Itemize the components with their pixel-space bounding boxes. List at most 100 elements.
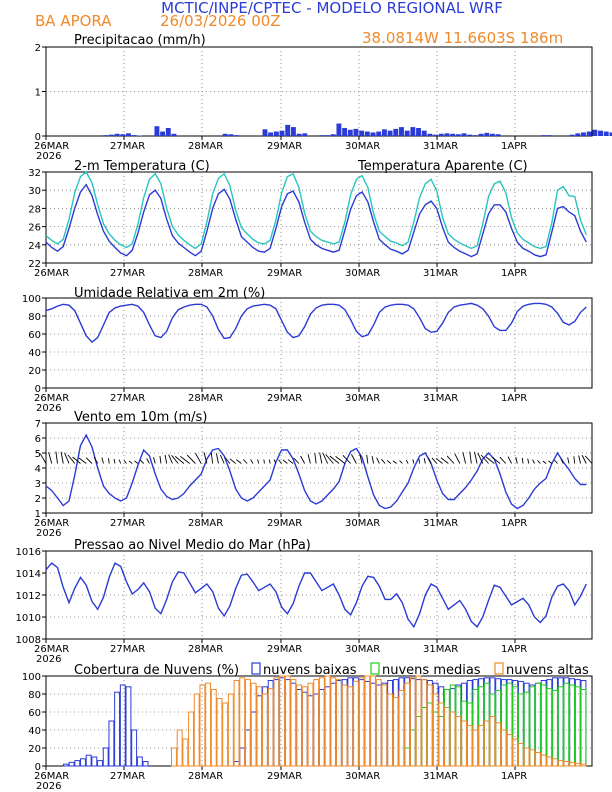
wind-vector — [359, 454, 363, 464]
wind-vector — [287, 459, 294, 464]
bar-nuvens-altas — [353, 680, 359, 767]
bar-nuvens-baixas — [392, 679, 399, 767]
wind-vector — [300, 455, 306, 464]
bar-nuvens-medias — [512, 686, 519, 767]
bar-nuvens-baixas — [131, 729, 138, 767]
wind-vector — [236, 459, 242, 464]
bar-nuvens-altas — [290, 679, 297, 767]
x-tick-label: 1APR — [501, 518, 527, 529]
figure-title: MCTIC/INPE/CPTEC - MODELO REGIONAL WRF — [161, 0, 503, 17]
bar-precip — [342, 127, 348, 136]
bar-nuvens-baixas — [239, 747, 246, 767]
y-tick-label: 30 — [28, 186, 41, 197]
bar-nuvens-medias — [415, 716, 422, 767]
bar-precip — [598, 130, 603, 136]
y-tick-label: 60 — [28, 330, 41, 341]
bar-nuvens-baixas — [421, 679, 428, 767]
x-tick-label: 1APR — [501, 141, 527, 152]
bar-precip — [541, 135, 547, 136]
bar-nuvens-altas — [438, 702, 445, 767]
bar-precip — [495, 134, 501, 136]
mid-clouds-legend-swatch — [370, 662, 380, 675]
y-tick-label: 1 — [35, 88, 41, 99]
wind-vector — [584, 455, 593, 464]
x-tick-label: 27MAR — [110, 393, 145, 404]
wind-vector — [273, 459, 277, 464]
bar-nuvens-baixas — [506, 679, 513, 767]
wind-vector — [527, 458, 530, 464]
bar-nuvens-medias — [483, 682, 490, 767]
wind-vector — [342, 455, 351, 464]
y-tick-label: 0 — [35, 762, 41, 773]
bar-precip — [353, 128, 359, 136]
bar-nuvens-baixas — [415, 679, 422, 767]
bar-nuvens-altas — [546, 756, 553, 767]
apparent-temperature-legend: Temperatura Aparente (C) — [357, 159, 528, 174]
bar-nuvens-baixas — [569, 678, 576, 767]
wind-vector — [186, 454, 196, 464]
bar-nuvens-altas — [210, 689, 217, 767]
bar-precip — [575, 133, 581, 136]
bar-nuvens-altas — [512, 738, 519, 767]
bar-nuvens-baixas — [85, 754, 92, 767]
wind-vector — [164, 454, 168, 464]
bar-nuvens-altas — [409, 677, 416, 767]
x-tick-label: 26MAR — [34, 141, 69, 152]
wind-vector — [351, 454, 357, 464]
y-tick-label: 3 — [35, 479, 41, 490]
series-line-Temperatura-C- — [45, 183, 587, 258]
y-tick-label: 32 — [28, 168, 41, 179]
bar-precip — [546, 135, 552, 136]
bar-precip — [370, 132, 376, 136]
bar-nuvens-baixas — [142, 761, 149, 767]
x-tick-label: 26MAR — [34, 644, 69, 655]
bar-precip — [393, 128, 399, 136]
wind-vector — [469, 451, 472, 464]
bar-nuvens-altas — [421, 679, 428, 767]
bar-nuvens-altas — [244, 679, 251, 767]
bar-precip — [581, 132, 586, 136]
bar-nuvens-altas — [222, 702, 229, 767]
wind-vector — [194, 452, 202, 464]
bar-precip — [228, 134, 234, 136]
bar-nuvens-altas — [404, 682, 411, 767]
bar-nuvens-baixas — [580, 680, 587, 767]
wind-vector — [537, 460, 541, 464]
wind-vector — [93, 457, 99, 464]
bar-precip — [421, 130, 427, 136]
humidity-title: Umidade Relativa em 2m (%) — [74, 286, 265, 301]
wind-vector — [507, 456, 512, 464]
bar-nuvens-medias — [500, 684, 507, 767]
bar-nuvens-baixas — [404, 677, 411, 767]
run-date-label: 26/03/2026 00Z — [160, 12, 281, 30]
bar-nuvens-altas — [239, 677, 246, 767]
bar-nuvens-altas — [262, 693, 268, 767]
bar-nuvens-baixas — [552, 677, 558, 767]
x-year-label: 2026 — [36, 654, 61, 665]
wind-vector — [263, 459, 265, 464]
bar-nuvens-altas — [517, 743, 524, 767]
location-label: BA APORA — [35, 12, 112, 30]
x-tick-label: 29MAR — [267, 644, 302, 655]
bar-nuvens-baixas — [341, 679, 348, 767]
wind-vector — [250, 459, 254, 464]
bar-nuvens-baixas — [489, 677, 496, 767]
bar-precip — [592, 129, 598, 136]
x-tick-label: 30MAR — [345, 141, 380, 152]
wind-vector — [548, 460, 553, 464]
bar-nuvens-altas — [529, 749, 536, 767]
bar-nuvens-baixas — [125, 686, 132, 767]
bar-nuvens-baixas — [426, 680, 433, 767]
y-tick-label: 40 — [28, 726, 41, 737]
bar-nuvens-altas — [301, 686, 308, 767]
wind-vector — [307, 454, 311, 464]
wind-vector — [108, 458, 110, 464]
bar-precip — [438, 133, 444, 136]
bar-nuvens-baixas — [284, 679, 291, 767]
series-line-Temperatura-Aparente-C- — [45, 170, 587, 250]
bar-nuvens-baixas — [335, 680, 342, 767]
bar-nuvens-baixas — [364, 680, 371, 767]
y-tick-label: 2 — [35, 43, 41, 54]
bar-precip — [387, 130, 393, 136]
wind-vector — [322, 452, 329, 464]
